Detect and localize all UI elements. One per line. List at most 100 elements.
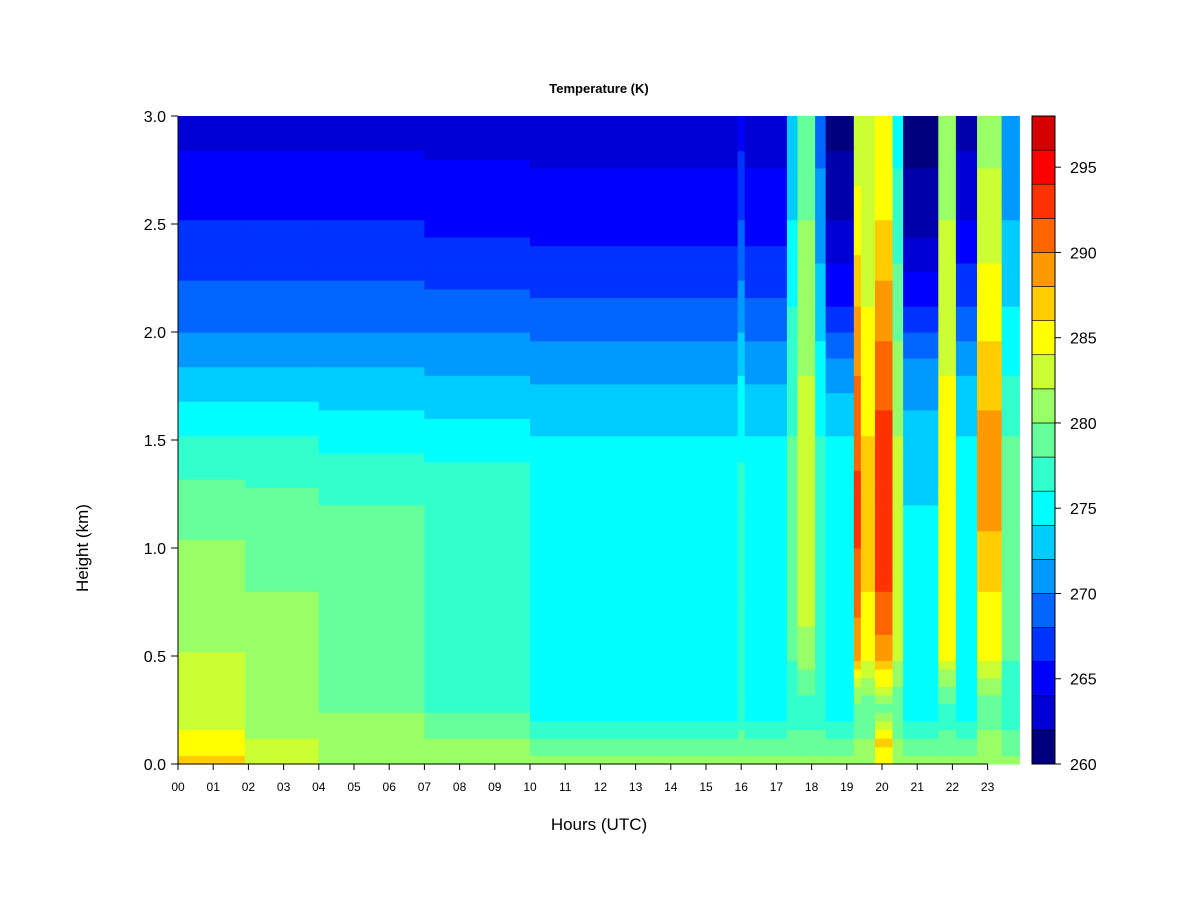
heatmap-cell: [892, 530, 904, 540]
y-tick-label: 1.5: [144, 433, 166, 450]
heatmap-cell: [903, 738, 939, 748]
heatmap-cell: [977, 625, 1003, 635]
heatmap-cell: [797, 254, 816, 264]
heatmap-cell: [815, 297, 827, 307]
heatmap-cell: [955, 288, 978, 299]
heatmap-cell: [530, 548, 739, 558]
heatmap-cell: [786, 280, 799, 290]
heatmap-cell: [825, 513, 855, 523]
heatmap-cell: [786, 185, 799, 195]
heatmap-cell: [938, 496, 957, 506]
heatmap-cell: [797, 599, 816, 610]
heatmap-cell: [244, 539, 320, 549]
heatmap-cell: [815, 478, 827, 489]
heatmap-cell: [1001, 375, 1020, 385]
heatmap-cell: [955, 141, 978, 152]
heatmap-cell: [318, 211, 425, 221]
heatmap-cell: [860, 340, 876, 350]
heatmap-cell: [786, 720, 799, 731]
heatmap-cell: [874, 539, 894, 549]
heatmap-cell: [977, 617, 1003, 627]
heatmap-cell: [318, 548, 425, 558]
heatmap-cell: [318, 461, 425, 471]
heatmap-cell: [178, 634, 246, 644]
heatmap-cell: [786, 625, 799, 635]
heatmap-cell: [178, 599, 246, 610]
heatmap-cell: [955, 409, 978, 419]
heatmap-cell: [955, 401, 978, 411]
heatmap-cell: [874, 556, 894, 566]
heatmap-cell: [853, 262, 862, 273]
heatmap-cell: [786, 133, 799, 143]
heatmap-cell: [977, 530, 1003, 540]
heatmap-cell: [825, 755, 855, 765]
y-tick-label: 0.5: [144, 649, 166, 666]
heatmap-cell: [825, 167, 855, 178]
heatmap-cell: [860, 746, 876, 756]
heatmap-cell: [530, 565, 739, 575]
heatmap-cell: [825, 651, 855, 661]
heatmap-cell: [938, 478, 957, 489]
heatmap-cell: [1001, 202, 1020, 212]
colorbar-swatch: [1031, 490, 1056, 526]
heatmap-cell: [737, 116, 746, 126]
heatmap-cell: [825, 116, 855, 126]
heatmap-cell: [938, 686, 957, 696]
heatmap-cell: [815, 314, 827, 324]
heatmap-cell: [815, 513, 827, 523]
heatmap-cell: [853, 599, 862, 610]
heatmap-cell: [903, 288, 939, 299]
heatmap-cell: [424, 591, 531, 601]
heatmap-cell: [977, 159, 1003, 169]
heatmap-cell: [530, 288, 739, 299]
x-tick-label: 10: [523, 780, 537, 794]
heatmap-cell: [244, 634, 320, 644]
heatmap-cell: [744, 375, 788, 385]
heatmap-cell: [786, 608, 799, 618]
heatmap-cell: [244, 686, 320, 696]
heatmap-cell: [892, 357, 904, 368]
heatmap-cell: [530, 703, 739, 713]
y-tick-label: 0.0: [144, 757, 166, 774]
heatmap-cell: [955, 573, 978, 584]
heatmap-cell: [892, 262, 904, 273]
heatmap-cell: [424, 677, 531, 687]
heatmap-cell: [797, 643, 816, 653]
heatmap-cell: [853, 228, 862, 238]
heatmap-cell: [737, 314, 746, 324]
heatmap-cell: [892, 202, 904, 212]
heatmap-cell: [530, 271, 739, 281]
heatmap-cell: [737, 694, 746, 705]
heatmap-cell: [977, 219, 1003, 229]
heatmap-cell: [1001, 720, 1020, 731]
heatmap-cell: [825, 349, 855, 359]
heatmap-cell: [244, 133, 320, 143]
heatmap-cell: [530, 478, 739, 489]
heatmap-cell: [178, 383, 246, 394]
heatmap-cell: [1001, 530, 1020, 540]
heatmap-cell: [892, 193, 904, 203]
heatmap-cell: [786, 116, 799, 126]
heatmap-cell: [892, 366, 904, 376]
heatmap-cell: [244, 167, 320, 178]
heatmap-cell: [815, 150, 827, 160]
heatmap-cell: [737, 608, 746, 618]
heatmap-cell: [797, 608, 816, 618]
heatmap-cell: [903, 401, 939, 411]
heatmap-cell: [786, 124, 799, 134]
heatmap-cell: [853, 591, 862, 601]
heatmap-cell: [178, 522, 246, 532]
heatmap-cell: [244, 401, 320, 411]
heatmap-cell: [530, 228, 739, 238]
heatmap-cell: [903, 271, 939, 281]
heatmap-cell: [977, 539, 1003, 549]
heatmap-cell: [786, 401, 799, 411]
heatmap-cell: [744, 211, 788, 221]
heatmap-cell: [318, 643, 425, 653]
heatmap-cell: [318, 686, 425, 696]
heatmap-cell: [244, 435, 320, 445]
heatmap-cell: [786, 556, 799, 566]
heatmap-cell: [892, 150, 904, 160]
heatmap-column-2: [318, 116, 425, 765]
